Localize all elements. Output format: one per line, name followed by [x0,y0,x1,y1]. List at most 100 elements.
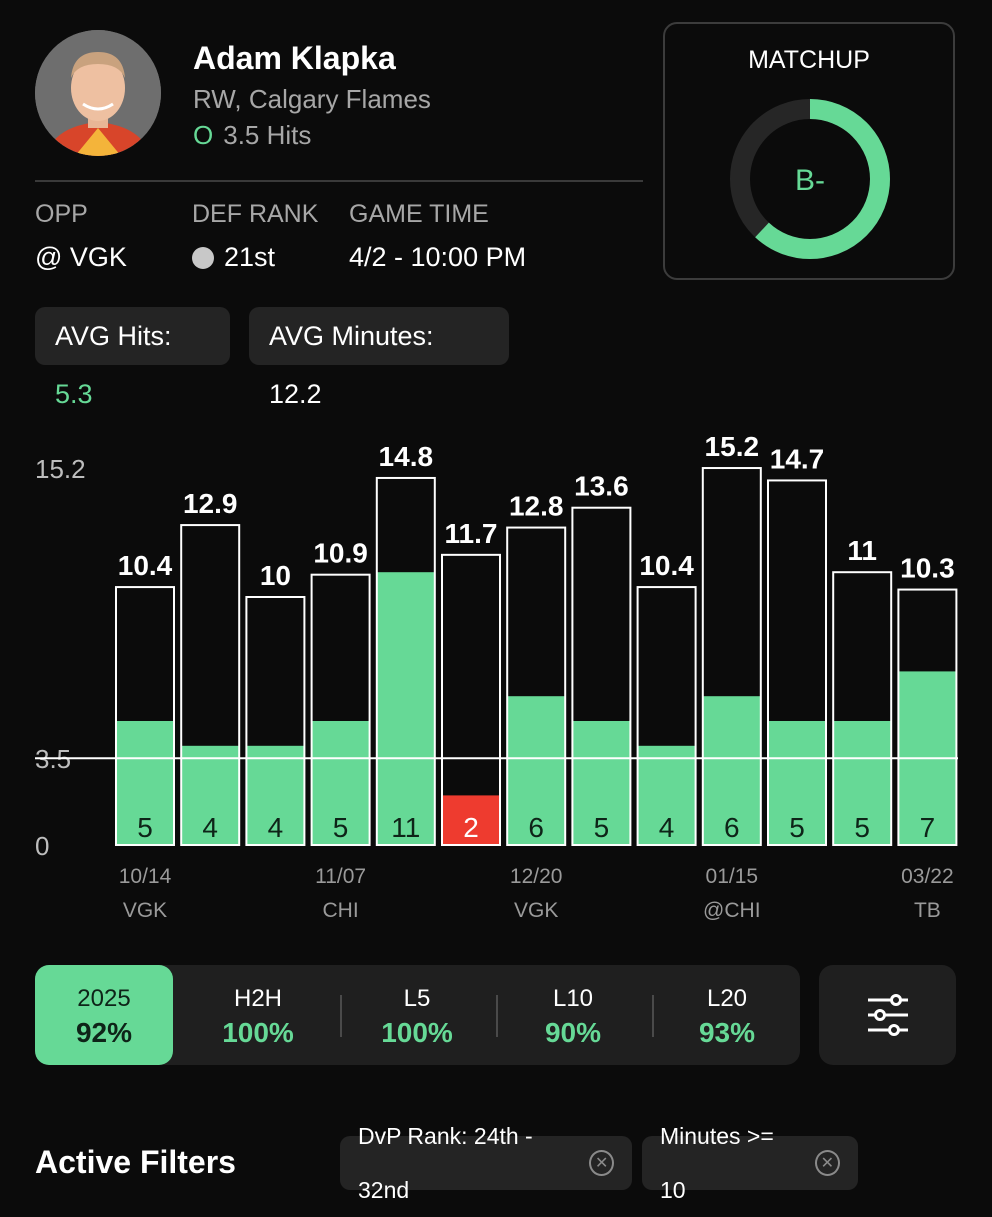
x-opponent-label: CHI [323,899,359,922]
tab-label: 2025 [77,985,131,1012]
tab-l10[interactable]: L10 90% [498,965,648,1065]
minutes-value-label: 10 [260,560,291,591]
tab-h2h[interactable]: H2H 100% [183,965,333,1065]
filter-chip-label: Minutes >= 10 [660,1123,774,1203]
minutes-bar [375,476,436,847]
minutes-bar [767,479,827,846]
hits-bar [181,745,240,845]
prop-value: 3.5 Hits [223,120,312,150]
y-tick-label: 15.2 [35,454,86,484]
hits-bar [768,721,826,845]
x-opponent-label: VGK [514,899,558,922]
minutes-bar [506,526,567,846]
hits-bar [572,721,631,845]
tab-label: L10 [552,985,594,1012]
game-time-value: 4/2 - 10:00 PM [349,242,527,272]
tab-pct: 100% [222,1017,294,1048]
tab-pct: 90% [544,1017,602,1048]
x-date-label: 03/22 [901,865,954,888]
minutes-bar [310,573,371,846]
close-circle-icon[interactable]: ✕ [814,1150,840,1176]
x-date-label: 11/07 [315,865,366,888]
hits-bar [311,721,370,845]
player-photo [35,30,161,156]
hits-value-label: 5 [789,812,805,843]
tab-separator [652,995,654,1037]
opp-value: @ VGK [35,242,127,272]
filter-chip-dvp[interactable]: DvP Rank: 24th - 32nd ✕ [340,1123,632,1203]
avg-minutes-pill: AVG Minutes: 12.2 [249,307,509,409]
minutes-value-label: 13.6 [574,471,629,502]
hits-value-label: 6 [724,812,740,843]
close-circle-icon[interactable]: ✕ [589,1150,614,1176]
hits-value-label: 4 [202,812,218,843]
hits-value-label: 11 [391,812,420,843]
tab-separator [496,995,498,1037]
tab-pct: 93% [698,1017,756,1048]
tab-pct: 92% [75,1017,133,1048]
matchup-title: MATCHUP [748,46,870,74]
matchup-card: MATCHUP B- [663,22,955,280]
opp-label: OPP [35,200,88,228]
tab-label: L5 [403,985,431,1012]
hits-value-label: 4 [268,812,284,843]
hits-value-label: 6 [528,812,544,843]
hits-bar [116,721,174,845]
hits-bar [702,696,761,845]
minutes-bar [115,586,175,847]
game-log-chart: 15.23.5010.4512.9410410.9514.81111.7212.… [35,431,958,922]
x-date-label: 12/20 [510,865,563,888]
filter-chip-minutes[interactable]: Minutes >= 10 ✕ [642,1123,858,1203]
tab-l5[interactable]: L5 100% [342,965,492,1065]
minutes-value-label: 10.9 [313,538,368,569]
minutes-bar [897,588,958,846]
tab-label: L20 [706,985,748,1012]
minutes-bar [441,553,501,846]
hits-bar [442,795,500,845]
minutes-value-label: 10.4 [639,550,694,581]
minutes-bar [636,586,697,847]
rank-dot-icon [192,247,214,269]
x-date-label: 01/15 [706,865,759,888]
minutes-bar [180,524,241,847]
ring-fill [730,99,890,259]
filter-settings-button[interactable] [819,965,956,1065]
prop-line: O 3.5 Hits [193,120,311,151]
header-divider [35,180,643,182]
avg-hits-label: AVG Hits: [55,321,172,351]
tab-l20[interactable]: L20 93% [654,965,800,1065]
tab-separator [340,995,342,1037]
over-indicator: O [193,120,214,150]
minutes-value-label: 11 [847,535,877,566]
player-team: RW, Calgary Flames [193,84,431,114]
matchup-grade: B- [795,164,825,197]
avg-hits-pill: AVG Hits: 5.3 [35,307,230,409]
minutes-value-label: 11.7 [445,518,498,549]
minutes-value-label: 10.4 [118,550,173,581]
y-tick-label: 0 [35,831,49,861]
hits-value-label: 5 [333,812,349,843]
matchup-ring: B- [730,99,890,259]
def-rank-value: 21st [192,242,275,273]
hits-bar [507,696,566,845]
hits-value-label: 4 [659,812,675,843]
hits-value-label: 5 [137,812,153,843]
tab-2025[interactable]: 2025 92% [35,965,173,1065]
minutes-value-label: 14.8 [379,441,434,472]
minutes-value-label: 12.9 [183,488,238,519]
sliders-icon [868,994,908,1036]
minutes-value-label: 12.8 [509,491,564,522]
minutes-bar [832,571,893,846]
avg-minutes-label: AVG Minutes: [269,321,434,351]
minutes-bar [571,506,632,846]
minutes-bar [245,596,306,846]
hits-bar [637,745,696,845]
player-avatar [35,30,161,156]
hits-value-label: 5 [594,812,610,843]
hits-value-label: 5 [854,812,870,843]
minutes-value-label: 15.2 [705,431,760,462]
hits-bar [833,721,892,845]
x-opponent-label: VGK [123,899,167,922]
minutes-value-label: 14.7 [770,443,825,474]
x-date-label: 10/14 [119,865,172,888]
